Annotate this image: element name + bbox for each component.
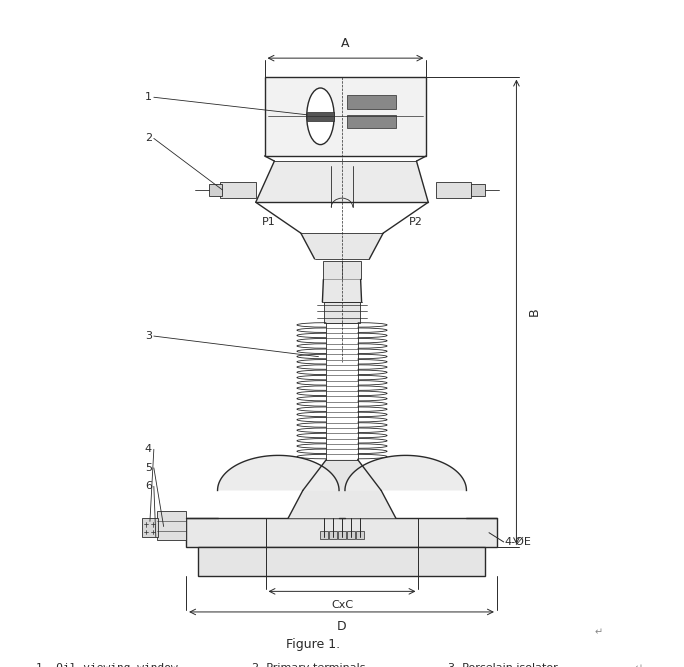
Polygon shape [303,460,381,490]
Text: ↵: ↵ [595,628,603,638]
Bar [157,511,186,540]
Bar [306,112,334,121]
Text: 6: 6 [145,482,152,492]
Text: A: A [341,37,350,50]
Text: P1: P1 [261,217,276,227]
Polygon shape [322,279,362,302]
Text: 2. Primary terminals: 2. Primary terminals [252,664,365,667]
Text: 4: 4 [145,444,152,454]
Polygon shape [301,233,383,259]
Text: 1: 1 [145,92,152,102]
Text: 1. Oil viewing window: 1. Oil viewing window [36,664,178,667]
Bar [338,531,346,539]
Polygon shape [256,161,428,202]
Text: 2: 2 [145,133,152,143]
Bar [198,547,485,576]
Text: ↵: ↵ [634,664,642,667]
Text: Figure 1.: Figure 1. [285,638,340,651]
Bar [347,115,396,128]
Text: 3. Porcelain isolator: 3. Porcelain isolator [448,664,557,667]
Bar [265,77,426,156]
Bar [347,95,396,109]
Bar [186,518,497,547]
Bar [436,181,471,198]
Bar [220,181,256,198]
Text: B: B [528,307,541,316]
Text: 3: 3 [145,331,152,341]
Polygon shape [345,456,466,490]
Bar [324,302,360,323]
Bar [209,183,222,196]
Text: D: D [337,620,346,633]
Bar [347,531,355,539]
Polygon shape [288,490,396,518]
Text: 4-ØE: 4-ØE [505,537,531,547]
Bar [324,261,360,279]
Bar [329,531,337,539]
Bar [356,531,364,539]
Text: 5: 5 [145,463,152,473]
Ellipse shape [306,88,334,145]
Bar [471,183,485,196]
Text: P2: P2 [408,217,423,227]
Text: CxC: CxC [331,600,353,610]
Bar [142,518,158,537]
Polygon shape [218,456,339,490]
Bar [320,531,328,539]
